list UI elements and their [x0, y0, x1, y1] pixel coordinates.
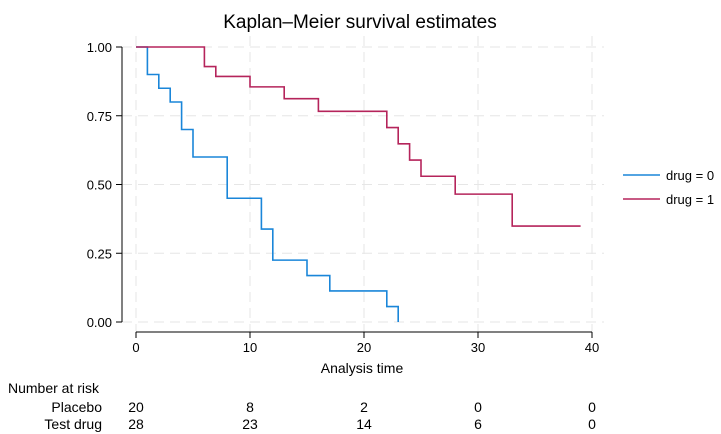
- y-tick-label: 0.00: [87, 315, 112, 330]
- grid-lines: [122, 36, 604, 332]
- risk-count: 0: [588, 399, 596, 415]
- series-line-drug-0: [136, 46, 399, 322]
- x-tick-label: 20: [357, 340, 371, 355]
- risk-count: 20: [128, 399, 144, 415]
- axes: 0.00 0.25 0.50 0.75 1.00 0 10 20 30 40: [87, 40, 600, 355]
- risk-count: 14: [356, 416, 372, 432]
- x-tick-label: 40: [585, 340, 599, 355]
- x-tick-label: 0: [132, 340, 139, 355]
- y-tick-label: 0.75: [87, 109, 112, 124]
- risk-count: 8: [246, 399, 254, 415]
- chart-title: Kaplan–Meier survival estimates: [223, 12, 497, 33]
- risk-table-title: Number at risk: [8, 380, 100, 396]
- risk-row-label: Test drug: [44, 416, 102, 432]
- risk-count: 28: [128, 416, 144, 432]
- series-line-drug-1: [136, 46, 581, 227]
- legend: drug = 0 drug = 1: [623, 168, 714, 207]
- risk-count: 2: [360, 399, 368, 415]
- legend-label: drug = 1: [666, 192, 714, 207]
- risk-row-label: Placebo: [51, 399, 102, 415]
- risk-count: 0: [474, 399, 482, 415]
- x-axis-label: Analysis time: [321, 360, 404, 376]
- series-lines: [136, 46, 581, 322]
- risk-count: 23: [242, 416, 258, 432]
- y-tick-label: 0.25: [87, 246, 112, 261]
- y-tick-label: 0.50: [87, 178, 112, 193]
- legend-label: drug = 0: [666, 168, 714, 183]
- risk-count: 0: [588, 416, 596, 432]
- y-tick-label: 1.00: [87, 40, 112, 55]
- risk-count: 6: [474, 416, 482, 432]
- x-tick-label: 30: [471, 340, 485, 355]
- x-tick-label: 10: [243, 340, 257, 355]
